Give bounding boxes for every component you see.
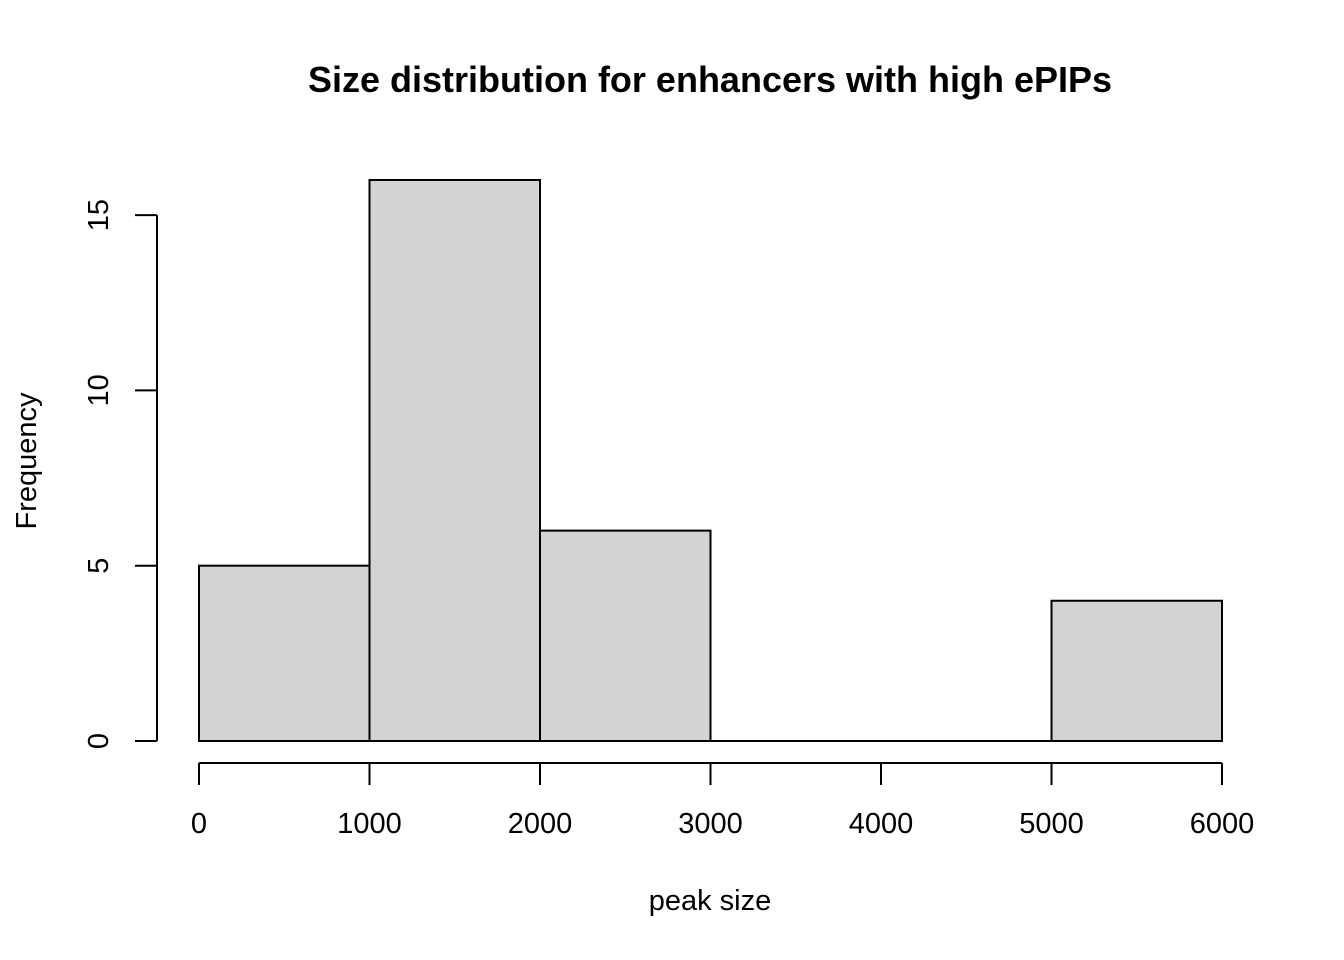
x-tick-label: 0 [191,808,207,840]
y-tick-label: 10 [83,374,115,406]
histogram-bar-0 [198,564,371,742]
histogram-bar-2 [539,529,712,742]
x-axis: 0 1000 2000 3000 4000 5000 6000 [191,762,1255,840]
chart-title: Size distribution for enhancers with hig… [308,59,1112,100]
x-tick-label: 5000 [1019,808,1084,840]
x-tick-label: 2000 [508,808,573,840]
x-axis-label: peak size [649,885,772,917]
y-tick-label: 0 [83,733,115,749]
histogram-bar-1 [368,179,541,742]
y-tick-label: 5 [83,558,115,574]
x-tick-label: 3000 [678,808,743,840]
y-tick-label: 15 [83,199,115,231]
histogram-bar-5 [1050,599,1223,742]
y-axis-label: Frequency [11,392,43,530]
x-tick-label: 6000 [1190,808,1255,840]
x-tick-label: 4000 [849,808,914,840]
bars-layer [198,179,1223,742]
y-axis: 0 5 10 15 [83,199,158,749]
x-tick-label: 1000 [337,808,402,840]
